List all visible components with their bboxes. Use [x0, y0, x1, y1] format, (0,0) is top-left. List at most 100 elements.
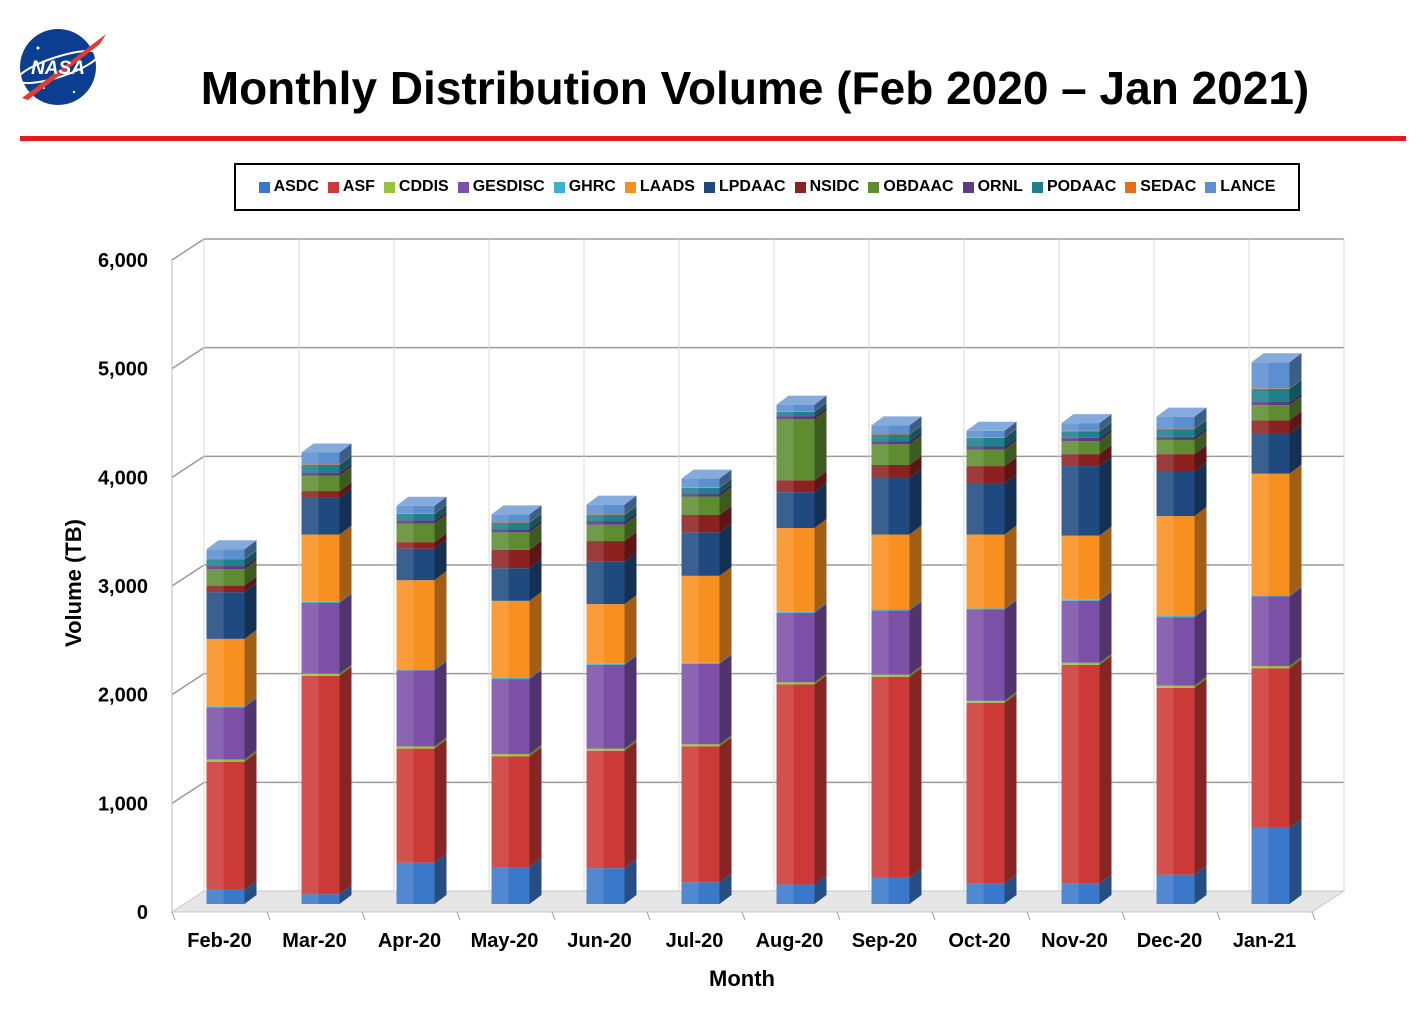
bar-segment-side — [719, 523, 732, 576]
bar-segment — [966, 700, 1005, 703]
bar-segment — [871, 464, 910, 479]
bar-segment-side — [434, 661, 447, 747]
bar-segment — [396, 548, 435, 581]
bar-highlight — [1061, 431, 1079, 438]
bar-segment — [1061, 599, 1100, 601]
x-tick-mark — [171, 911, 176, 921]
bar-segment-side — [434, 571, 447, 670]
legend-swatch — [794, 181, 806, 193]
bar-highlight — [301, 491, 319, 498]
legend-label: NSIDC — [809, 178, 860, 195]
bar-highlight — [681, 744, 699, 747]
bar-highlight — [396, 520, 414, 524]
x-tick-label: Sep-20 — [852, 930, 918, 952]
bar-segment — [396, 523, 435, 543]
bar-segment-side — [1099, 591, 1112, 663]
bar-highlight — [776, 411, 794, 412]
bar-highlight — [491, 529, 509, 533]
bar-highlight — [966, 430, 984, 438]
legend-label: ORNL — [977, 178, 1023, 195]
bar-stack — [1251, 353, 1302, 904]
bar-highlight — [586, 663, 604, 665]
chart-grid — [170, 238, 1346, 921]
bar-highlight — [396, 580, 414, 670]
bar-highlight — [776, 611, 794, 613]
bar-segment — [776, 884, 815, 904]
legend-swatch — [258, 181, 270, 193]
bar-highlight — [681, 882, 699, 904]
bar-highlight — [1251, 473, 1269, 596]
bar-segment — [681, 478, 720, 488]
bar-segment — [776, 492, 815, 529]
bar-segment — [206, 559, 245, 567]
bar-segment-side — [814, 675, 827, 885]
bar-segment — [871, 609, 910, 611]
bar-segment — [776, 528, 815, 612]
bar-segment-side — [434, 737, 447, 749]
bar-segment — [681, 487, 720, 488]
bar-segment — [206, 761, 245, 890]
bar-highlight — [301, 602, 319, 674]
legend-label: LPDAAC — [718, 178, 786, 195]
bar-segment-side — [1289, 657, 1302, 669]
bar-highlight — [1061, 466, 1079, 536]
bar-segment — [1156, 429, 1195, 437]
bar-segment — [1061, 423, 1100, 431]
bar-highlight — [491, 600, 509, 678]
x-tick-label: Jun-20 — [567, 930, 631, 952]
bar-highlight — [681, 487, 699, 488]
bar-segment — [871, 434, 910, 435]
bar-segment — [491, 600, 530, 678]
bar-highlight — [1156, 685, 1174, 688]
bar-segment-side — [529, 505, 542, 523]
bar-segment-side — [909, 455, 922, 479]
bar-segment — [206, 706, 245, 708]
legend-swatch — [703, 181, 715, 193]
bar-segment-side — [719, 478, 732, 488]
bar-segment — [491, 522, 530, 530]
bar-segment — [491, 514, 530, 523]
bar-highlight — [206, 707, 224, 760]
bar-highlight — [681, 532, 699, 576]
y-tick-label: 1,000 — [98, 793, 148, 815]
bar-stack — [206, 540, 257, 904]
title-divider — [20, 136, 1406, 141]
bar-segment-side — [244, 550, 257, 567]
bar-segment-side — [719, 478, 732, 494]
legend-item: LPDAAC — [703, 178, 786, 196]
bar-segment-side — [434, 496, 447, 514]
bar-highlight — [776, 612, 794, 683]
bar-segment-side — [624, 741, 637, 869]
bar-segment — [491, 568, 530, 601]
bar-highlight — [1156, 617, 1174, 686]
bar-segment — [1061, 662, 1100, 665]
bar-segment-side — [434, 514, 447, 543]
bar-segment-side — [529, 745, 542, 757]
bar-segment — [776, 480, 815, 493]
bar-segment-side — [624, 505, 637, 522]
bar-segment-side — [1004, 428, 1017, 438]
legend-item: SEDAC — [1125, 178, 1196, 196]
bar-highlight — [1061, 441, 1079, 455]
legend-item: ORNL — [962, 178, 1023, 196]
bar-segment-side — [909, 416, 922, 435]
bar-highlight — [206, 569, 224, 586]
bar-segment-side — [1004, 693, 1017, 884]
bar-highlight — [776, 682, 794, 685]
bar-segment-side — [339, 593, 352, 674]
bar-segment — [1156, 471, 1195, 517]
bar-segment-side — [529, 591, 542, 678]
bar-highlight — [871, 674, 889, 677]
legend-label: GHRC — [568, 178, 616, 195]
bar-highlight — [491, 677, 509, 680]
x-tick-label: Oct-20 — [948, 930, 1010, 952]
bar-top — [776, 395, 827, 405]
bar-segment — [396, 520, 435, 524]
bar-highlight — [1061, 535, 1079, 600]
bar-segment — [871, 434, 910, 442]
bar-segment-side — [909, 425, 922, 435]
bar-segment-side — [1289, 353, 1302, 389]
bar-segment-side — [624, 505, 637, 515]
x-tick-mark — [266, 911, 271, 921]
bar-highlight — [396, 670, 414, 747]
